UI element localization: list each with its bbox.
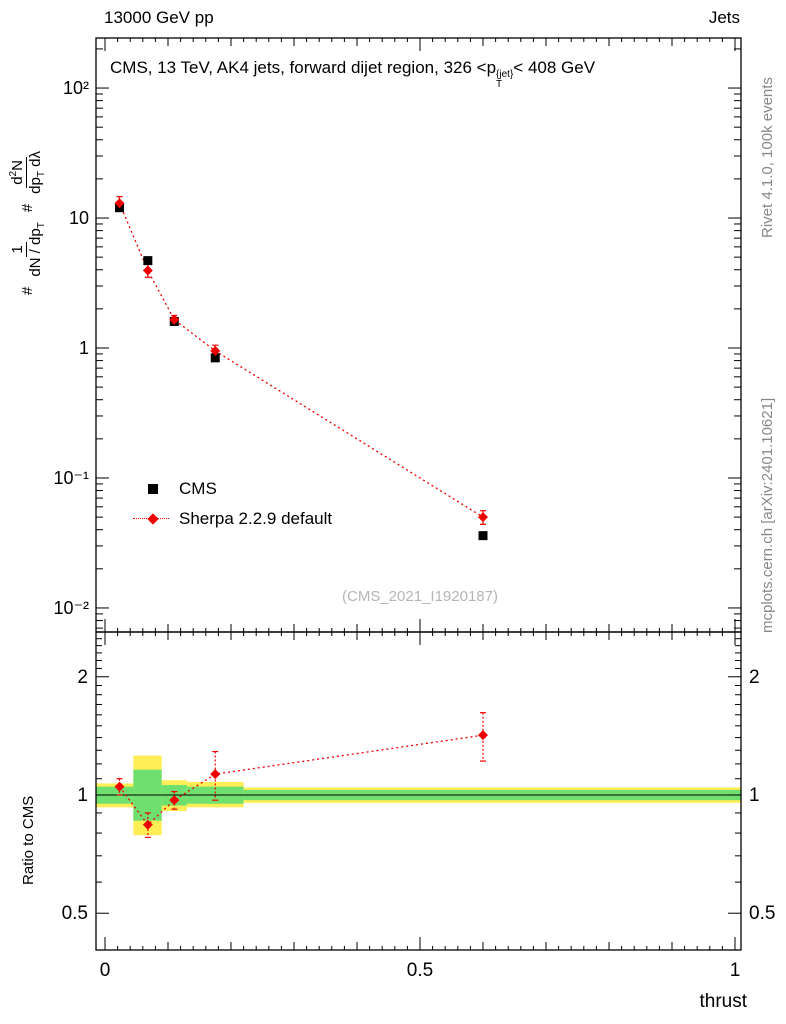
svg-text:thrust: thrust bbox=[699, 991, 747, 1012]
svg-text:2: 2 bbox=[77, 667, 88, 688]
analysis-id-watermark: (CMS_2021_I1920187) bbox=[342, 588, 498, 605]
title-sup: {jet} bbox=[496, 69, 514, 80]
title-sub: T bbox=[496, 79, 503, 90]
plot-title: CMS, 13 TeV, AK4 jets, forward dijet reg… bbox=[110, 58, 595, 90]
beam-energy-label: 13000 GeV pp bbox=[104, 8, 214, 27]
cms-square-marker-icon bbox=[133, 482, 173, 496]
y-axis-label: # 1 dN / dpT # d2N dpT dλ bbox=[8, 149, 48, 295]
svg-text:0.5: 0.5 bbox=[62, 903, 88, 924]
svg-text:10⁻²: 10⁻² bbox=[53, 598, 89, 618]
rivet-version-label: Rivet 4.1.0, 100k events bbox=[759, 77, 776, 238]
legend-item-sherpa: Sherpa 2.2.9 default bbox=[133, 504, 332, 534]
svg-text:1: 1 bbox=[749, 785, 760, 806]
fraction-one-over-dndpt: 1 dN / dpT bbox=[8, 222, 47, 277]
svg-text:1: 1 bbox=[79, 338, 89, 358]
svg-text:0.5: 0.5 bbox=[749, 903, 775, 924]
svg-text:10⁻¹: 10⁻¹ bbox=[53, 468, 89, 488]
title-text: CMS, 13 TeV, AK4 jets, forward dijet reg… bbox=[110, 58, 497, 77]
svg-text:2: 2 bbox=[749, 667, 760, 688]
svg-text:10: 10 bbox=[69, 208, 89, 228]
svg-text:10²: 10² bbox=[63, 78, 89, 98]
hash-symbol: # bbox=[19, 286, 37, 295]
mcplots-attribution-label: mcplots.cern.ch [arXiv:2401.10621] bbox=[759, 397, 776, 633]
sherpa-diamond-marker-icon bbox=[133, 512, 173, 526]
legend: CMS Sherpa 2.2.9 default bbox=[133, 474, 332, 534]
pt-superscript-subscript: {jet} T bbox=[496, 70, 513, 90]
hash-symbol: # bbox=[19, 203, 37, 213]
ratio-y-axis-label: Ratio to CMS bbox=[20, 795, 37, 885]
legend-item-cms: CMS bbox=[133, 474, 332, 504]
svg-text:1: 1 bbox=[77, 785, 88, 806]
svg-text:1: 1 bbox=[730, 960, 741, 981]
analysis-topic-label: Jets bbox=[708, 8, 740, 27]
legend-label-sherpa: Sherpa 2.2.9 default bbox=[179, 509, 333, 528]
fraction-d2n-dptdlambda: d2N dpT dλ bbox=[8, 151, 48, 194]
title-suffix: < 408 GeV bbox=[513, 58, 596, 77]
svg-text:0.5: 0.5 bbox=[407, 960, 433, 981]
svg-text:0: 0 bbox=[100, 960, 111, 981]
legend-label-cms: CMS bbox=[179, 479, 217, 498]
